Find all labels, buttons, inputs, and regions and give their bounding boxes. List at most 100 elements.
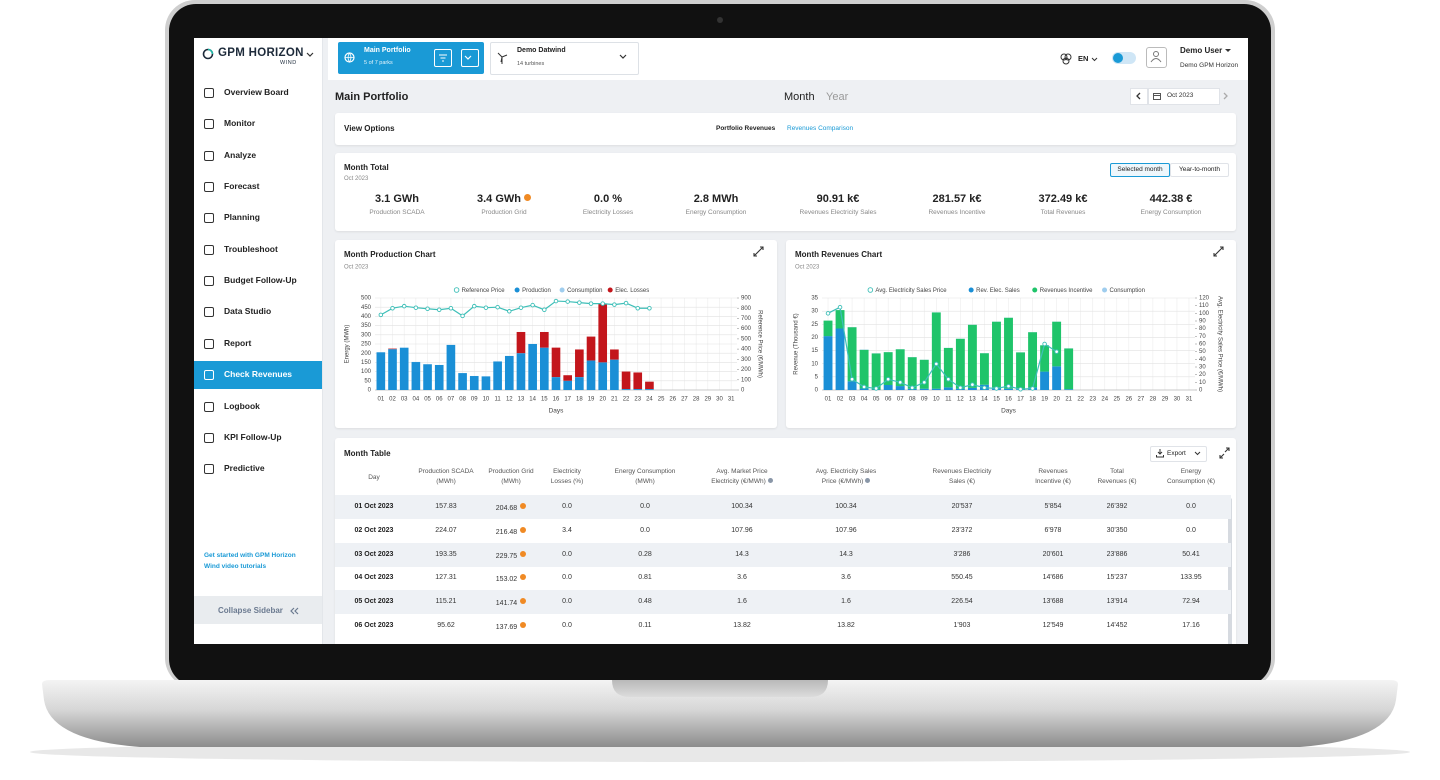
month-table-card: Month Table Export Day Production SCADA (… <box>335 438 1236 644</box>
legend-marker[interactable] <box>607 287 613 293</box>
toggle-button[interactable]: Selected month <box>1110 163 1170 177</box>
x-tick-label: 14 <box>981 397 988 403</box>
nav-label[interactable]: Predictive <box>224 463 265 474</box>
x-tick-label: 31 <box>728 397 735 403</box>
nav-item[interactable]: Budget Follow-Up <box>194 267 322 295</box>
x-tick-label: 30 <box>716 397 723 403</box>
expand-icon[interactable] <box>1219 447 1231 459</box>
nav-item[interactable]: Troubleshoot <box>194 236 322 264</box>
legend-marker[interactable] <box>1032 287 1038 293</box>
x-tick-label: 02 <box>837 397 844 403</box>
collapse-icon[interactable] <box>290 607 299 615</box>
camera <box>717 17 723 23</box>
table-cell: 107.96 <box>835 526 857 534</box>
nav-item[interactable]: Planning <box>194 204 322 232</box>
date-picker[interactable] <box>1148 88 1220 105</box>
x-tick-label: 02 <box>389 397 396 403</box>
collapse-band[interactable] <box>194 596 322 624</box>
table-cell: 23'886 <box>1106 550 1128 558</box>
warning-icon <box>524 194 531 201</box>
nav-label[interactable]: Planning <box>224 212 260 223</box>
nav-item[interactable]: Logbook <box>194 393 322 421</box>
table-cell: 0.0 <box>1186 526 1196 534</box>
y2-tick-label: 70 <box>1199 334 1206 340</box>
legend-label: Consumption <box>567 288 602 294</box>
park-selector[interactable] <box>490 42 639 75</box>
park-name: Demo Datwind <box>517 47 566 54</box>
kpi-value: 442.38 € <box>1149 193 1193 205</box>
user-chevron[interactable] <box>1225 49 1231 53</box>
nav-item[interactable]: Forecast <box>194 173 322 201</box>
legend-marker[interactable] <box>867 287 874 293</box>
nav-label[interactable]: Analyze <box>224 149 257 160</box>
date-prev[interactable] <box>1130 88 1148 105</box>
expand-icon[interactable] <box>753 246 764 257</box>
nav-item[interactable]: Check Revenues <box>194 361 322 390</box>
table-cell: 224.07 <box>435 526 457 534</box>
user-name[interactable]: Demo User <box>1180 46 1223 55</box>
tutorial-link[interactable]: Get started with GPM Horizon Wind video … <box>204 552 296 570</box>
period-tab[interactable]: Month <box>784 91 815 103</box>
legend-marker[interactable] <box>968 287 974 293</box>
nav-label[interactable]: KPI Follow-Up <box>224 431 282 442</box>
legend-marker[interactable] <box>559 287 565 293</box>
user-avatar[interactable] <box>1146 47 1167 68</box>
table-cell: 3'286 <box>953 550 971 558</box>
scrollbar[interactable] <box>1228 498 1232 644</box>
collapse-sidebar[interactable]: Collapse Sidebar <box>218 606 283 615</box>
nav-label[interactable]: Check Revenues <box>224 369 293 380</box>
nav-item[interactable]: Analyze <box>194 142 322 170</box>
expand-icon[interactable] <box>1213 246 1224 257</box>
export-label[interactable]: Export <box>1167 450 1186 457</box>
nav-item[interactable]: KPI Follow-Up <box>194 424 322 452</box>
view-options-card: View Options Portfolio Revenues Revenues… <box>335 113 1236 145</box>
bar <box>979 353 989 385</box>
language[interactable]: EN <box>1078 54 1089 63</box>
legend-marker[interactable] <box>514 287 520 293</box>
view-tab[interactable]: Revenues Comparison <box>787 125 854 132</box>
x-tick-label: 28 <box>693 397 700 403</box>
nav-label[interactable]: Data Studio <box>224 306 272 317</box>
nav-item[interactable]: Data Studio <box>194 298 322 326</box>
kpi-value: 2.8 MWh <box>693 193 739 205</box>
nav-label[interactable]: Report <box>224 337 252 348</box>
bar <box>481 376 491 390</box>
legend-marker[interactable] <box>453 287 460 293</box>
park-chevron[interactable] <box>619 54 627 60</box>
nav-item[interactable]: Predictive <box>194 455 322 483</box>
nav-item[interactable]: Monitor <box>194 110 322 138</box>
nav-label[interactable]: Forecast <box>224 181 260 192</box>
x-tick-label: 24 <box>646 397 653 403</box>
nav-icon <box>204 338 214 349</box>
language-chevron[interactable] <box>1091 57 1098 62</box>
bar <box>504 355 514 390</box>
chart-title: Month Revenues Chart <box>795 250 882 259</box>
date-next[interactable] <box>1223 92 1229 100</box>
nav-label[interactable]: Troubleshoot <box>224 243 278 254</box>
nav-item[interactable]: Overview Board <box>194 79 322 107</box>
x-tick-label: 19 <box>588 397 595 403</box>
nav-label[interactable]: Budget Follow-Up <box>224 275 297 286</box>
nav-label[interactable]: Logbook <box>224 400 260 411</box>
bar <box>859 388 869 390</box>
export-chevron[interactable] <box>1194 451 1201 456</box>
column-header: Electricity Losses (%) <box>550 468 584 485</box>
table-cell: 04 Oct 2023 <box>354 574 394 582</box>
toggle-button[interactable]: Year-to-month <box>1170 163 1229 177</box>
y-tick-label: 150 <box>361 360 372 366</box>
theme-toggle[interactable] <box>1112 52 1136 64</box>
period-tab[interactable]: Year <box>826 91 849 103</box>
bar <box>1004 388 1013 390</box>
dropdown-button[interactable] <box>461 49 479 67</box>
portfolio-selector[interactable] <box>338 42 484 74</box>
legend-marker[interactable] <box>1102 287 1108 293</box>
nav-label[interactable]: Monitor <box>224 118 256 129</box>
filter-button[interactable] <box>434 49 452 67</box>
nav-item[interactable]: Report <box>194 330 322 358</box>
view-tab[interactable]: Portfolio Revenues <box>716 125 776 132</box>
export-button[interactable] <box>1150 446 1207 462</box>
x-tick-label: 18 <box>576 397 583 403</box>
y2-tick-label: 900 <box>741 296 752 302</box>
nav-label[interactable]: Overview Board <box>224 87 289 97</box>
logo-chevron[interactable] <box>306 52 314 58</box>
